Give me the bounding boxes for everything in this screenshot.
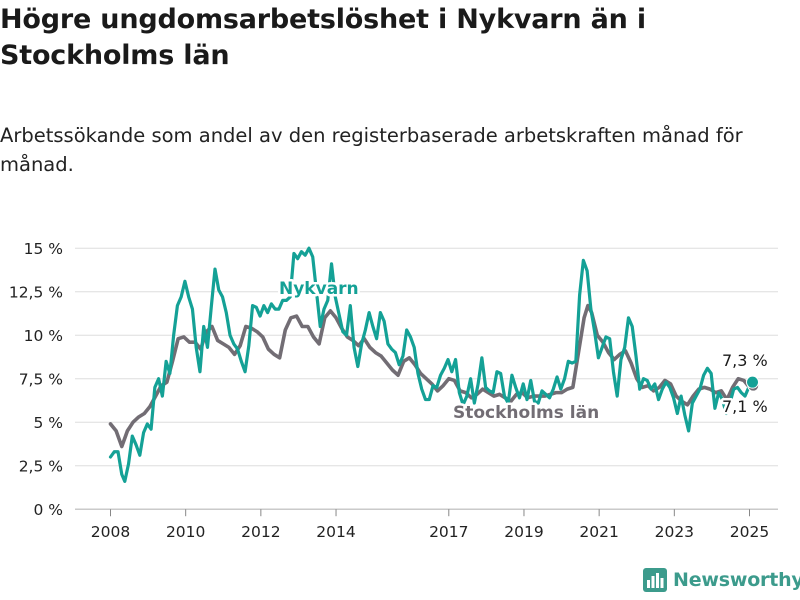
end-label-stockholm: 7,1 %7,1 % [720,395,771,419]
chart-title: Högre ungdomsarbetslöshet i Nykvarn än i… [0,4,646,71]
y-tick-label: 15 % [24,240,63,258]
x-tick-label: 2021 [579,523,618,541]
bar-chart-icon [643,568,667,592]
end-label-stockholm-halo: 7,1 % [722,397,768,416]
x-tick-label: 2008 [91,523,130,541]
end-point-nykvarn [746,375,760,389]
y-tick-label: 7,5 % [19,371,63,389]
end-label-nykvarn-text: 7,3 % [722,351,768,370]
series-label-nykvarn-halo: Nykvarn [279,279,359,299]
x-tick-label: 2019 [504,523,543,541]
series-line-stockholm [108,303,756,449]
x-tick-label: 2023 [655,523,694,541]
y-tick-label: 0 % [33,501,63,519]
y-tick-label: 5 % [33,414,63,432]
x-axis-ticks: 2008 2010 2012 2014 2017 2019 2021 2023 2025 [91,509,769,541]
chart-subtitle: Arbetssökande som andel av den registerb… [0,124,743,176]
y-tick-label: 2,5 % [19,458,63,476]
end-label-nykvarn-halo: 7,3 % [722,351,768,370]
x-tick-label: 2017 [429,523,468,541]
end-label-nykvarn: 7,3 %7,3 % [720,349,771,373]
series-label-stockholm-halo: Stockholms län [453,403,599,423]
brand-name: Newsworthy [673,569,800,591]
y-tick-label: 12,5 % [9,284,63,302]
series-label-nykvarn-text: Nykvarn [279,279,359,299]
end-label-stockholm-text: 7,1 % [722,397,768,416]
x-tick-label: 2012 [241,523,280,541]
x-tick-label: 2014 [316,523,355,541]
x-tick-label: 2025 [730,523,769,541]
series-label-stockholm-text: Stockholms län [453,403,599,423]
y-axis-ticks: 0 % 2,5 % 5 % 7,5 % 10 % 12,5 % 15 % [9,240,63,519]
series-line-nykvarn [108,246,755,483]
x-tick-label: 2010 [166,523,205,541]
series-lines [108,246,760,483]
newsworthy-logo: Newsworthy [643,568,800,592]
y-tick-label: 10 % [24,327,63,345]
